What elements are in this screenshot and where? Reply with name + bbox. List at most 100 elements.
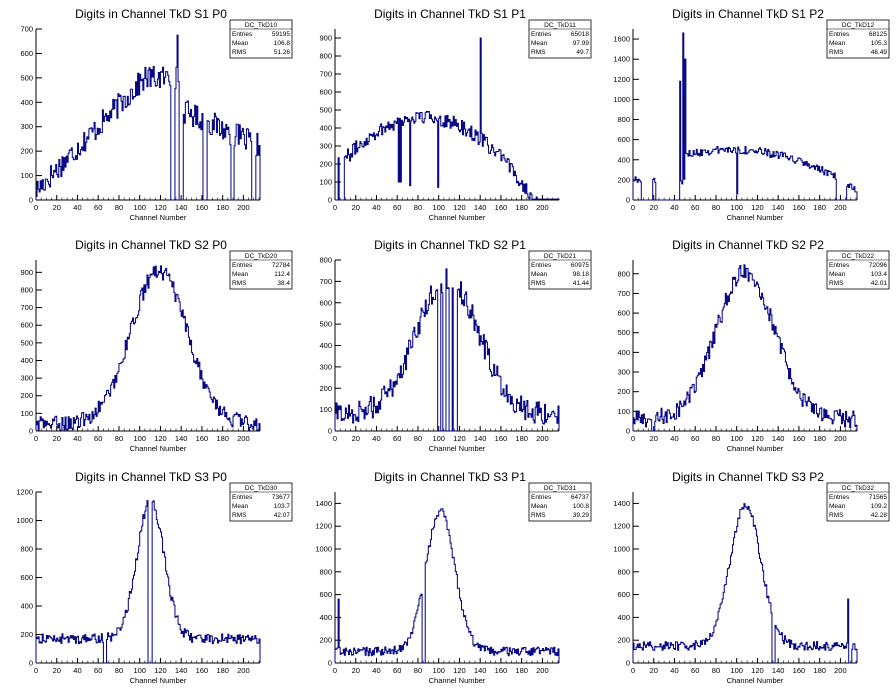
histogram-panel: Digits in Channel TkD S2 P1 0 20 40 60 80 100 1… [319,238,592,453]
stats-value: 42.01 [871,280,888,287]
x-tick-label: 140 [772,666,785,675]
x-tick-label: 120 [154,434,167,443]
x-tick-label: 0 [34,203,38,212]
y-tick-label: 600 [20,321,33,330]
x-tick-label: 160 [495,434,508,443]
stats-label: Mean [232,40,249,47]
y-tick-label: 0 [29,659,33,668]
stats-value: 105.3 [871,40,888,47]
stats-value: 60975 [571,262,589,269]
x-tick-label: 80 [115,666,123,675]
x-tick-label: 180 [216,666,229,675]
stats-name: DC_TkD30 [245,485,278,492]
x-tick-label: 0 [631,203,635,212]
x-tick-label: 200 [237,666,250,675]
x-tick-label: 80 [414,434,422,443]
chart-title: Digits in Channel TkD S3 P1 [374,470,526,484]
stats-value: 97.99 [573,40,590,47]
y-tick-label: 800 [319,567,332,576]
stats-label: Entries [829,31,850,38]
x-tick-label: 60 [691,434,699,443]
histogram-panel: Digits in Channel TkD S3 P0 0 20 40 60 80 100 1… [16,470,293,685]
histogram-series [35,265,261,431]
stats-name: DC_TkD22 [842,253,875,260]
stats-label: Entries [829,262,850,269]
y-tick-label: 700 [319,70,332,79]
histogram-panel: Digits in Channel TkD S3 P1 0 20 40 60 80 100 1… [315,470,592,685]
stats-value: 41.44 [573,280,590,287]
x-tick-label: 160 [793,666,806,675]
y-tick-label: 600 [20,573,33,582]
y-tick-label: 200 [319,160,332,169]
histogram-series [632,264,858,432]
x-tick-label: 100 [730,434,743,443]
x-axis-label: Channel Number [130,444,187,453]
y-tick-label: 1200 [613,522,630,531]
stats-box [229,19,293,59]
x-tick-label: 40 [372,203,380,212]
x-tick-label: 120 [751,203,764,212]
y-tick-label: 800 [319,52,332,61]
x-tick-label: 120 [453,434,466,443]
y-tick-label: 900 [319,34,332,43]
x-tick-label: 140 [474,666,487,675]
x-tick-label: 160 [793,203,806,212]
x-tick-label: 200 [536,666,549,675]
x-tick-label: 180 [813,434,826,443]
y-tick-label: 700 [617,289,630,298]
y-tick-label: 200 [617,636,630,645]
chart-title: Digits in Channel TkD S3 P2 [672,470,824,484]
stats-value: 106.8 [274,40,291,47]
chart-title: Digits in Channel TkD S3 P0 [75,470,227,484]
y-tick-label: 900 [20,268,33,277]
y-tick-label: 500 [617,328,630,337]
y-tick-label: 1400 [613,499,630,508]
y-tick-label: 600 [319,590,332,599]
stats-name: DC_TkD31 [544,485,577,492]
histogram-series [632,32,858,201]
stats-label: Mean [531,503,548,510]
y-tick-label: 800 [617,115,630,124]
x-tick-label: 60 [94,666,102,675]
stats-name: DC_TkD20 [245,253,278,260]
stats-label: Mean [531,271,548,278]
histogram-series [334,508,560,664]
histogram-series [35,500,261,664]
stats-name: DC_TkD32 [842,485,875,492]
stats-value: 72096 [869,262,887,269]
y-tick-label: 200 [319,636,332,645]
stats-value: 42.28 [871,512,888,519]
x-tick-label: 60 [94,434,102,443]
y-tick-label: 300 [20,374,33,383]
x-tick-label: 140 [474,203,487,212]
x-tick-label: 160 [196,434,209,443]
x-tick-label: 200 [536,203,549,212]
y-tick-label: 400 [20,356,33,365]
stats-label: Mean [829,271,846,278]
x-tick-label: 0 [333,203,337,212]
stats-value: 46.49 [871,49,888,56]
x-tick-label: 160 [495,203,508,212]
x-axis-label: Channel Number [429,444,486,453]
y-tick-label: 600 [617,590,630,599]
stats-label: RMS [232,280,247,287]
x-tick-label: 100 [432,203,445,212]
x-tick-label: 40 [73,203,81,212]
x-tick-label: 0 [333,666,337,675]
x-tick-label: 100 [432,666,445,675]
y-tick-label: 1000 [613,545,630,554]
stats-name: DC_TkD11 [544,22,576,29]
stats-value: 100.8 [573,503,590,510]
y-tick-label: 200 [20,147,33,156]
x-axis-label: Channel Number [727,676,784,685]
y-tick-label: 100 [20,171,33,180]
x-tick-label: 160 [793,434,806,443]
x-tick-label: 120 [751,434,764,443]
x-tick-label: 40 [372,434,380,443]
y-tick-label: 0 [328,196,332,205]
stats-label: RMS [829,49,844,56]
x-tick-label: 0 [34,666,38,675]
stats-label: Mean [531,40,548,47]
stats-label: Mean [232,503,249,510]
x-tick-label: 200 [536,434,549,443]
